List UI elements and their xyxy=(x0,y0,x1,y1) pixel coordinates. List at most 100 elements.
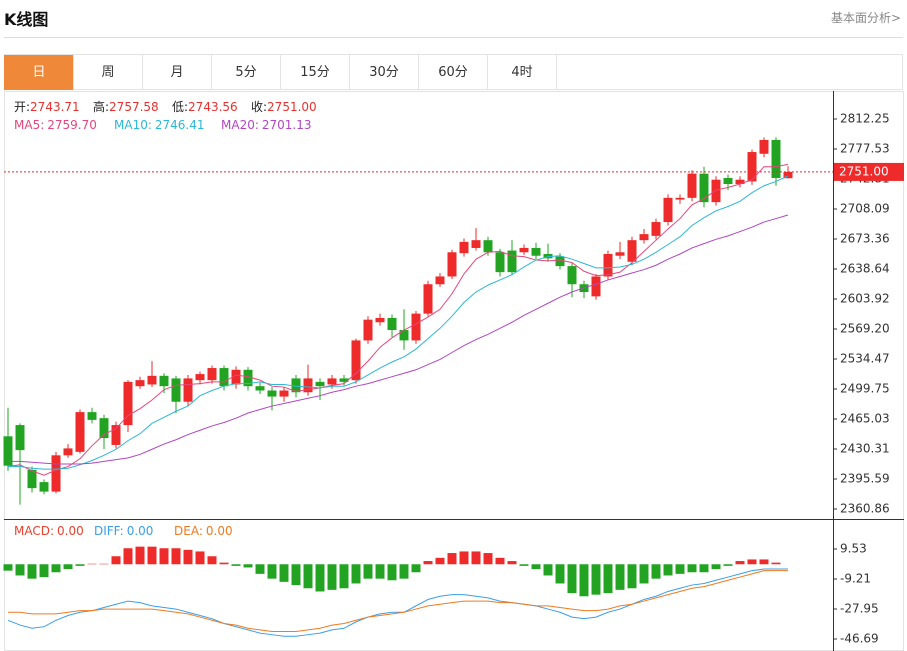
macd-bar xyxy=(723,564,733,566)
macd-bar xyxy=(483,553,493,565)
candle-body xyxy=(435,276,445,285)
legend-entry: MA5: 2759.70 xyxy=(14,118,97,132)
macd-bar xyxy=(555,564,565,584)
period-tab[interactable]: 月 xyxy=(142,55,212,90)
period-tab[interactable]: 15分 xyxy=(280,55,350,90)
candle-body xyxy=(663,197,673,223)
ohlc-value: 2743.56 xyxy=(188,100,238,114)
macd-bar xyxy=(291,564,301,586)
series-line xyxy=(8,214,789,465)
candle-body xyxy=(567,266,577,285)
macd-bar xyxy=(531,564,541,570)
candle-body xyxy=(783,171,793,179)
macd-bar xyxy=(255,564,265,574)
ohlc-label: 高: xyxy=(93,99,109,114)
macd-bar xyxy=(267,564,277,579)
y-tick-label: 2395.59 xyxy=(840,471,890,485)
candle-body xyxy=(399,330,409,341)
macd-bar xyxy=(123,548,133,565)
ohlc-info: 高:2757.58 xyxy=(93,99,159,114)
macd-bar xyxy=(711,564,721,570)
macd-bar xyxy=(627,564,637,589)
macd-bar xyxy=(339,564,349,589)
macd-bar xyxy=(303,564,313,589)
period-tab[interactable]: 周 xyxy=(73,55,143,90)
legend-name: DIFF: xyxy=(94,524,124,538)
y-tick-label: 2360.86 xyxy=(840,502,890,516)
candle-body xyxy=(51,455,61,492)
macd-bar xyxy=(519,564,529,566)
y-tick-label: 2430.31 xyxy=(840,441,890,455)
macd-bar xyxy=(663,564,673,576)
candle-body xyxy=(459,241,469,254)
candle-body xyxy=(15,425,25,451)
candle-body xyxy=(231,369,241,385)
candle-body xyxy=(75,412,85,452)
period-tab[interactable]: 60分 xyxy=(418,55,488,90)
ohlc-info: 开:2743.71 xyxy=(14,100,80,114)
chart-frame xyxy=(4,91,904,651)
ohlc-value: 2751.00 xyxy=(267,100,317,114)
period-tab[interactable]: 4时 xyxy=(487,55,557,90)
macd-bar xyxy=(51,564,61,573)
series-line xyxy=(8,570,788,632)
macd-bar xyxy=(171,548,181,565)
candle-body xyxy=(375,317,385,323)
y-tick-label: 2465.03 xyxy=(840,412,890,426)
macd-bar xyxy=(411,564,421,573)
candle-body xyxy=(327,378,337,385)
candle-body xyxy=(627,240,637,262)
candle-body xyxy=(411,313,421,341)
candle-body xyxy=(267,390,277,397)
macd-bar xyxy=(159,548,169,565)
candle-body xyxy=(207,368,217,381)
macd-bar xyxy=(747,559,757,565)
y-tick-label: -46.69 xyxy=(840,631,879,645)
legend-entry: MA20: 2701.13 xyxy=(221,118,312,132)
candle-body xyxy=(615,252,625,256)
macd-bar xyxy=(495,557,505,565)
y-tick-label: 9.53 xyxy=(840,541,867,555)
y-tick-label: 2534.47 xyxy=(840,352,890,366)
series-line xyxy=(7,568,788,637)
legend-entry: DIFF: 0.00 xyxy=(94,524,153,538)
macd-bar xyxy=(315,564,325,592)
candle-body xyxy=(255,386,265,391)
candle-body xyxy=(519,247,529,253)
ohlc-info: 低:2743.56 xyxy=(172,100,238,114)
macd-bar xyxy=(279,564,289,582)
macd-bar xyxy=(435,557,445,565)
y-tick-label: 2708.09 xyxy=(840,201,890,215)
macd-bar xyxy=(567,564,577,594)
candle-body xyxy=(339,378,349,382)
ohlc-value: 2743.71 xyxy=(30,100,80,114)
period-tab[interactable]: 日 xyxy=(4,55,74,90)
macd-bar xyxy=(27,564,37,579)
macd-bar xyxy=(39,564,49,578)
candle-body xyxy=(63,448,73,456)
y-tick-label: 2673.36 xyxy=(840,232,890,246)
candle-body xyxy=(531,247,541,256)
macd-bar xyxy=(423,561,433,565)
candle-body xyxy=(507,250,517,273)
chart: 2812.252777.532742.812708.092673.362638.… xyxy=(3,91,904,651)
y-tick-label: 2499.75 xyxy=(840,382,890,396)
legend-name: DEA: xyxy=(174,524,203,538)
candle-body xyxy=(183,378,193,402)
ohlc-value: 2757.58 xyxy=(109,100,159,114)
macd-bar xyxy=(183,549,193,565)
series-line xyxy=(8,175,789,470)
period-tab[interactable]: 5分 xyxy=(211,55,281,90)
candle-body xyxy=(3,436,13,466)
macd-bar xyxy=(507,561,517,565)
fundamental-link[interactable]: 基本面分析> xyxy=(830,11,901,25)
y-tick-label: 2569.20 xyxy=(840,321,890,335)
period-tab[interactable]: 30分 xyxy=(349,55,419,90)
candle-body xyxy=(687,173,697,198)
ohlc-label: 收: xyxy=(251,100,267,114)
macd-bar xyxy=(579,564,589,597)
macd-bar xyxy=(375,564,385,579)
legend-name: MA10: xyxy=(114,118,152,132)
candle-body xyxy=(495,252,505,273)
